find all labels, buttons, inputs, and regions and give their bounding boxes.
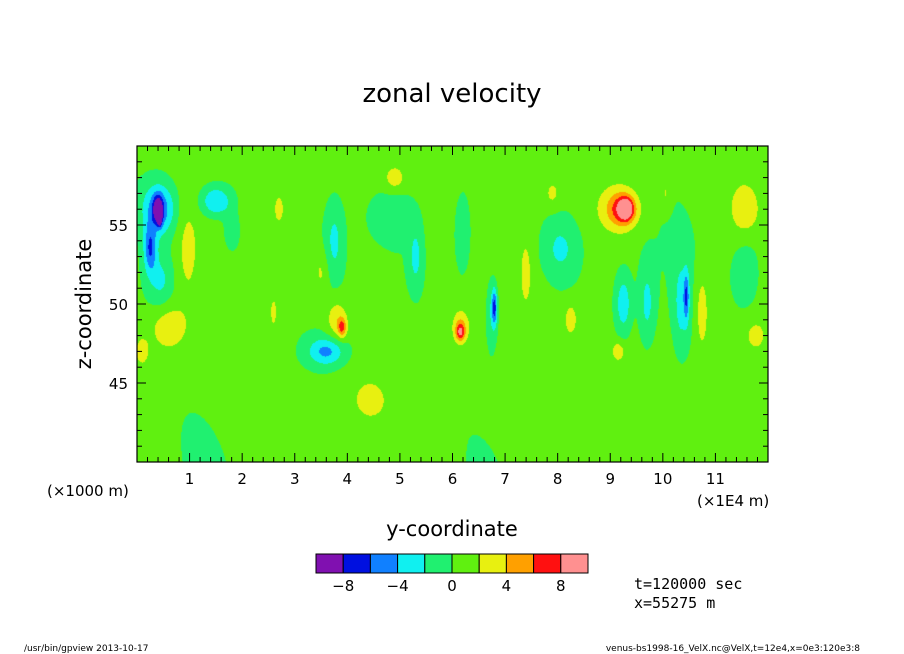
x-unit-right: (×1E4 m) <box>697 492 769 510</box>
colorbar-swatch <box>478 553 507 574</box>
position-label: x=55275 m <box>634 594 715 612</box>
x-tick-label: 8 <box>553 470 563 488</box>
colorbar-swatch <box>533 553 562 574</box>
x-tick-label: 9 <box>605 470 615 488</box>
x-tick-label: 1 <box>185 470 195 488</box>
y-axis-ticks: 45 50 55 <box>109 161 768 447</box>
y-axis-label: z-coordinate <box>72 239 96 370</box>
contour-field <box>137 146 768 462</box>
colorbar-swatch <box>397 553 426 574</box>
colorbar-tick-label: 8 <box>556 577 566 595</box>
colorbar-tick-labels: −8 −4 0 4 8 <box>332 577 565 595</box>
colorbar-tick-label: −4 <box>387 577 409 595</box>
colorbar <box>315 553 589 574</box>
chart-title: zonal velocity <box>362 79 541 109</box>
x-tick-label: 4 <box>343 470 353 488</box>
x-tick-label: 5 <box>395 470 405 488</box>
colorbar-swatch <box>505 553 535 574</box>
colorbar-swatch <box>424 553 453 574</box>
x-tick-label: 11 <box>706 470 725 488</box>
y-tick-label: 45 <box>109 375 128 393</box>
colorbar-swatch <box>560 553 589 574</box>
y-tick-label: 55 <box>109 217 128 235</box>
colorbar-tick-label: 0 <box>447 577 457 595</box>
x-tick-label: 6 <box>448 470 458 488</box>
x-tick-label: 2 <box>237 470 247 488</box>
y-tick-label: 50 <box>109 296 128 314</box>
colorbar-tick-label: −8 <box>332 577 354 595</box>
colorbar-swatch <box>342 553 371 574</box>
colorbar-swatch <box>315 553 344 574</box>
x-tick-label: 10 <box>653 470 672 488</box>
footer-left: /usr/bin/gpview 2013-10-17 <box>24 644 148 654</box>
x-tick-label: 3 <box>290 470 300 488</box>
colorbar-tick-label: 4 <box>502 577 512 595</box>
x-axis-label: y-coordinate <box>386 517 518 541</box>
colorbar-swatch <box>369 553 399 574</box>
time-label: t=120000 sec <box>634 575 742 593</box>
x-unit-left: (×1000 m) <box>47 482 129 500</box>
x-axis-ticks: 1 2 3 4 5 6 7 8 9 10 11 <box>147 146 758 488</box>
colorbar-swatch <box>451 553 480 574</box>
x-tick-label: 7 <box>500 470 510 488</box>
footer-right: venus-bs1998-16_VelX.nc@VelX,t=12e4,x=0e… <box>606 644 860 654</box>
